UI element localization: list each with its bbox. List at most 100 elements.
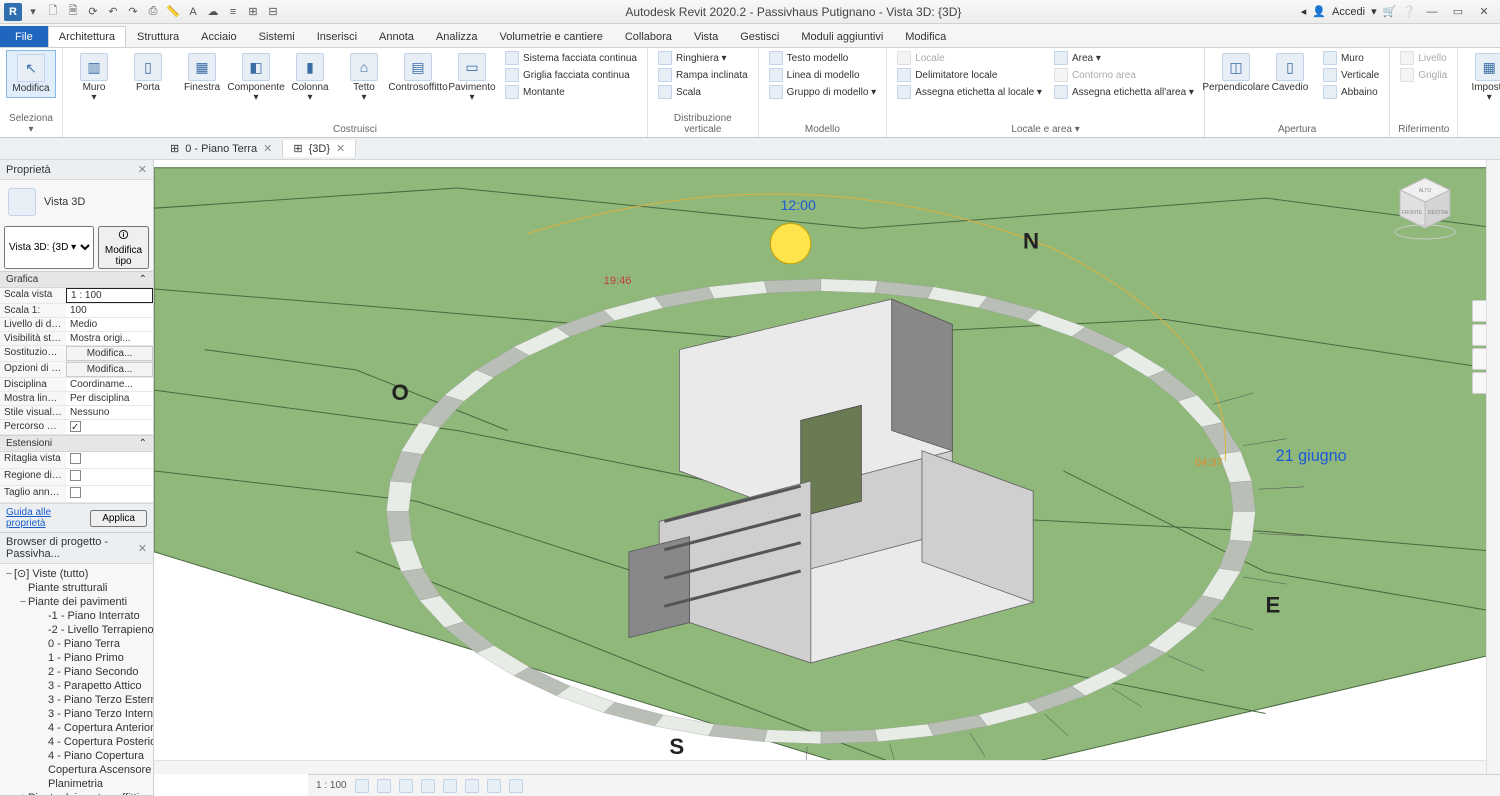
qat-more-icon[interactable]: ≡ — [224, 3, 242, 21]
tree-node[interactable]: Copertura Ascensore — [0, 763, 153, 777]
sun-path-icon[interactable] — [399, 779, 413, 793]
finestra-button[interactable]: ▦Finestra — [177, 50, 227, 96]
tree-node[interactable]: 0 - Piano Terra — [0, 637, 153, 651]
ribbon-tab[interactable]: Analizza — [425, 26, 489, 47]
tree-node[interactable]: −Piante dei pavimenti — [0, 595, 153, 609]
property-row[interactable]: Visibilità str...Mostra origi... — [0, 332, 153, 346]
3d-viewport[interactable]: N S E O 12:00 21 giugno 19:46 04:37 ALTO… — [154, 160, 1500, 796]
property-row[interactable]: Livello di de...Medio — [0, 318, 153, 332]
maximize-button[interactable]: ▭ — [1448, 3, 1468, 21]
apertura-muro-button[interactable]: Muro — [1319, 50, 1383, 66]
title-nav-left-icon[interactable]: ◂ — [1301, 5, 1307, 18]
tree-node[interactable]: -2 - Livello Terrapieno — [0, 623, 153, 637]
tree-node[interactable]: 4 - Piano Copertura — [0, 749, 153, 763]
livello-button[interactable]: Livello — [1396, 50, 1451, 66]
ribbon-tab[interactable]: Acciaio — [190, 26, 247, 47]
tree-node[interactable]: Piante strutturali — [0, 581, 153, 595]
tree-node[interactable]: 1 - Piano Primo — [0, 651, 153, 665]
viewport-scrollbar-v[interactable] — [1486, 160, 1500, 774]
tree-root[interactable]: −[⊙] Viste (tutto) — [0, 566, 153, 581]
title-user-icon[interactable]: 👤 — [1312, 5, 1326, 18]
area-button[interactable]: Area ▾ — [1050, 50, 1198, 66]
ribbon-tab[interactable]: Inserisci — [306, 26, 368, 47]
tree-node[interactable]: 3 - Parapetto Attico — [0, 679, 153, 693]
qat-redo-icon[interactable]: ↷ — [124, 3, 142, 21]
render-icon[interactable] — [443, 779, 457, 793]
modifica-button[interactable]: ↖ Modifica — [6, 50, 56, 98]
rampa-button[interactable]: Rampa inclinata — [654, 67, 752, 83]
qat-save-icon[interactable]: 🗋 — [44, 3, 62, 21]
hide-icon[interactable] — [487, 779, 501, 793]
ribbon-tab[interactable]: Annota — [368, 26, 425, 47]
viewport-scrollbar-h[interactable] — [154, 760, 1486, 774]
qat-extra1-icon[interactable]: ⊞ — [244, 3, 262, 21]
shadows-icon[interactable] — [421, 779, 435, 793]
property-row[interactable]: Opzioni di v...Modifica... — [0, 362, 153, 378]
linea-modello-button[interactable]: Linea di modello — [765, 67, 881, 83]
tree-node[interactable]: 4 - Copertura Posteriore — [0, 735, 153, 749]
ribbon-tab[interactable]: Modifica — [894, 26, 957, 47]
qat-text-icon[interactable]: A — [184, 3, 202, 21]
property-row[interactable]: Taglio anno... — [0, 486, 153, 503]
minimize-button[interactable]: — — [1422, 3, 1442, 21]
tree-node[interactable]: Planimetria — [0, 777, 153, 791]
qat-saveall-icon[interactable]: 🗎 — [64, 3, 82, 21]
detail-level-icon[interactable] — [355, 779, 369, 793]
cavedio-button[interactable]: ▯Cavedio — [1265, 50, 1315, 96]
property-row[interactable]: Scala vista1 : 100 — [0, 288, 153, 304]
tree-node[interactable]: +Piante dei controsoffitti — [0, 791, 153, 796]
tetto-button[interactable]: ⌂Tetto▾ — [339, 50, 389, 106]
scale-control[interactable]: 1 : 100 — [316, 780, 347, 791]
tree-node[interactable]: 3 - Piano Terzo Esterno — [0, 693, 153, 707]
ribbon-tab[interactable]: Architettura — [48, 26, 126, 47]
locale-button[interactable]: Locale — [893, 50, 1046, 66]
view-selector[interactable]: Vista 3D: {3D ▾ — [4, 226, 94, 269]
properties-help-link[interactable]: Guida alle proprietà — [6, 507, 90, 529]
ribbon-tab[interactable]: Volumetrie e cantiere — [489, 26, 614, 47]
qat-measure-icon[interactable]: 📏 — [164, 3, 182, 21]
controsoffitto-button[interactable]: ▤Controsoffitto — [393, 50, 443, 96]
qat-open-icon[interactable]: ▾ — [24, 3, 42, 21]
componente-button[interactable]: ◧Componente▾ — [231, 50, 281, 106]
apertura-verticale-button[interactable]: Verticale — [1319, 67, 1383, 83]
property-row[interactable]: DisciplinaCoordiname... — [0, 378, 153, 392]
browser-close-icon[interactable]: ✕ — [138, 542, 147, 555]
porta-button[interactable]: ▯Porta — [123, 50, 173, 96]
qat-cloud-icon[interactable]: ☁ — [204, 3, 222, 21]
viewcube[interactable]: ALTO FRONTE DESTRA — [1390, 172, 1460, 242]
property-row[interactable]: Ritaglia vista — [0, 452, 153, 469]
properties-close-icon[interactable]: ✕ — [138, 163, 147, 176]
gruppo-modello-button[interactable]: Gruppo di modello ▾ — [765, 84, 881, 100]
modify-type-button[interactable]: 🛈 Modifica tipo — [98, 226, 149, 269]
ringhiera-button[interactable]: Ringhiera ▾ — [654, 50, 752, 66]
property-row[interactable]: Stile visualiz...Nessuno — [0, 406, 153, 420]
title-login-label[interactable]: Accedi — [1332, 6, 1365, 18]
ribbon-tab[interactable]: Gestisci — [729, 26, 790, 47]
reveal-icon[interactable] — [509, 779, 523, 793]
property-row[interactable]: Regione di t... — [0, 469, 153, 486]
abbaino-button[interactable]: Abbaino — [1319, 84, 1383, 100]
ribbon-tab[interactable]: Collabora — [614, 26, 683, 47]
contorno-area-button[interactable]: Contorno area — [1050, 67, 1198, 83]
property-row[interactable]: Percorso del...✓ — [0, 420, 153, 435]
property-row[interactable]: Sostituzioni ...Modifica... — [0, 346, 153, 362]
ribbon-tab[interactable]: Sistemi — [248, 26, 306, 47]
etichetta-locale-button[interactable]: Assegna etichetta al locale ▾ — [893, 84, 1046, 100]
doc-tab[interactable]: ⊞0 - Piano Terra✕ — [160, 140, 283, 157]
tree-node[interactable]: -1 - Piano Interrato — [0, 609, 153, 623]
gfc-button[interactable]: Griglia facciata continua — [501, 67, 641, 83]
delimitatore-button[interactable]: Delimitatore locale — [893, 67, 1046, 83]
close-button[interactable]: ✕ — [1474, 3, 1494, 21]
doc-tab-close-icon[interactable]: ✕ — [336, 142, 345, 155]
tree-node[interactable]: 2 - Piano Secondo — [0, 665, 153, 679]
montante-button[interactable]: Montante — [501, 84, 641, 100]
property-row[interactable]: Scala 1:100 — [0, 304, 153, 318]
etichetta-area-button[interactable]: Assegna etichetta all'area ▾ — [1050, 84, 1198, 100]
tab-file[interactable]: File — [0, 26, 48, 47]
ribbon-tab[interactable]: Moduli aggiuntivi — [790, 26, 894, 47]
pavimento-button[interactable]: ▭Pavimento▾ — [447, 50, 497, 106]
tree-node[interactable]: 4 - Copertura Anteriore — [0, 721, 153, 735]
visual-style-icon[interactable] — [377, 779, 391, 793]
doc-tab[interactable]: ⊞{3D}✕ — [283, 140, 356, 157]
ribbon-tab[interactable]: Struttura — [126, 26, 190, 47]
